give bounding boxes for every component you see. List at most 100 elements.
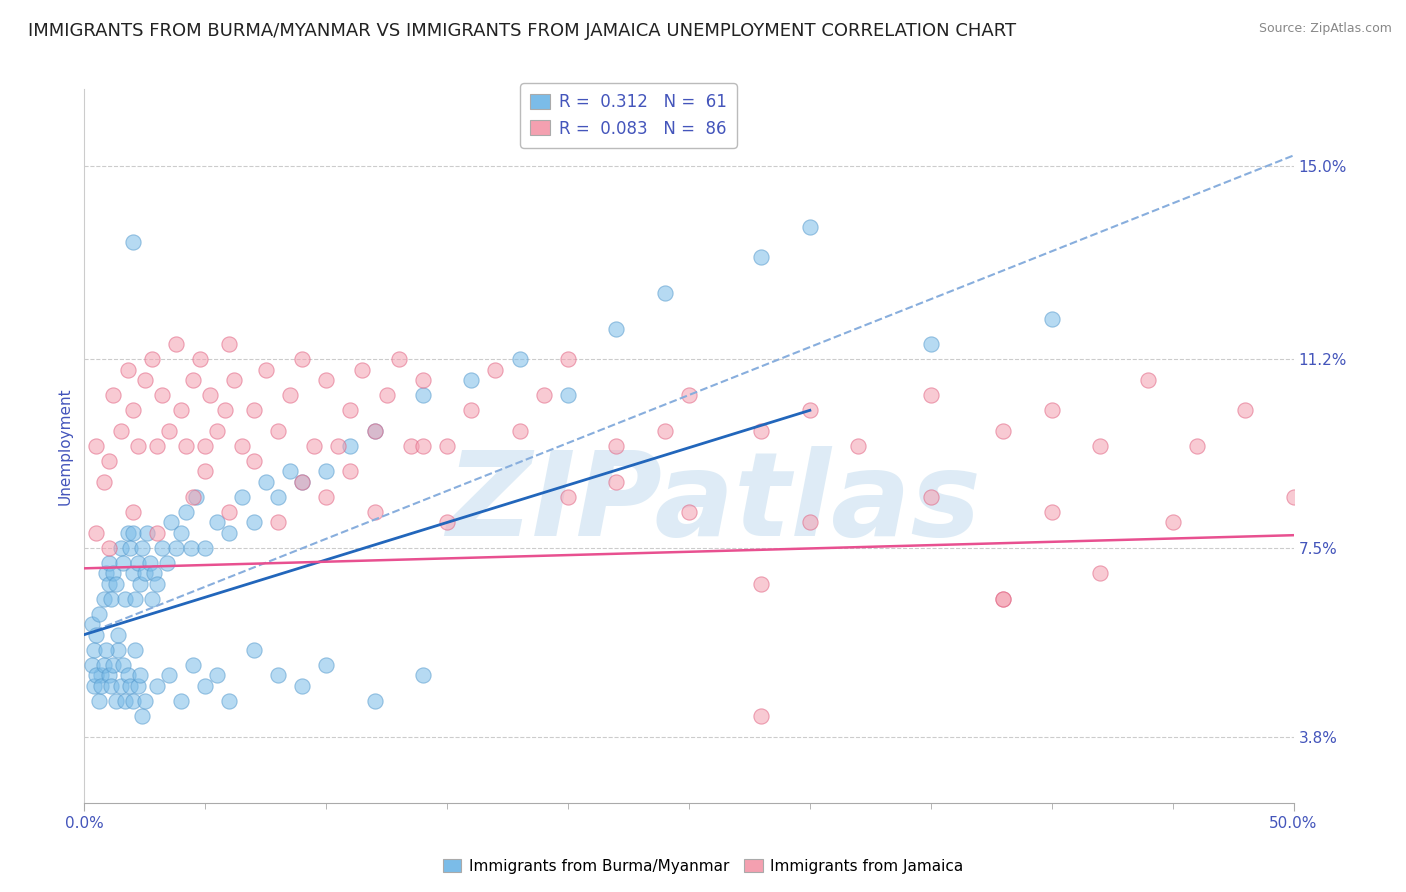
Point — [83, 643, 105, 657]
Point — [509, 352, 531, 367]
Point — [97, 454, 120, 468]
Point — [198, 388, 221, 402]
Point — [112, 556, 135, 570]
Point — [315, 658, 337, 673]
Point — [1137, 373, 1160, 387]
Point — [557, 388, 579, 402]
Point — [993, 591, 1015, 606]
Point — [121, 235, 143, 249]
Point — [190, 352, 212, 367]
Point — [121, 525, 143, 540]
Point — [375, 388, 398, 402]
Point — [157, 424, 180, 438]
Point — [124, 643, 146, 657]
Point — [124, 591, 146, 606]
Point — [170, 525, 193, 540]
Point — [129, 668, 152, 682]
Point — [146, 439, 169, 453]
Point — [654, 424, 676, 438]
Point — [157, 668, 180, 682]
Point — [1040, 403, 1063, 417]
Point — [242, 403, 264, 417]
Point — [920, 490, 942, 504]
Point — [93, 658, 115, 673]
Point — [114, 694, 136, 708]
Point — [194, 541, 217, 555]
Point — [90, 668, 112, 682]
Point — [121, 505, 143, 519]
Point — [846, 439, 869, 453]
Point — [509, 424, 531, 438]
Point — [80, 658, 103, 673]
Point — [1234, 403, 1257, 417]
Point — [97, 668, 120, 682]
Point — [291, 352, 314, 367]
Point — [214, 403, 236, 417]
Point — [460, 403, 482, 417]
Point — [388, 352, 411, 367]
Point — [94, 566, 117, 581]
Point — [86, 668, 108, 682]
Point — [141, 352, 163, 367]
Point — [146, 679, 169, 693]
Point — [484, 362, 506, 376]
Point — [799, 403, 821, 417]
Point — [174, 505, 197, 519]
Point — [170, 403, 193, 417]
Point — [134, 566, 156, 581]
Point — [174, 439, 197, 453]
Point — [278, 388, 301, 402]
Point — [291, 679, 314, 693]
Point — [291, 475, 314, 489]
Point — [460, 373, 482, 387]
Point — [218, 337, 240, 351]
Point — [315, 490, 337, 504]
Point — [184, 490, 207, 504]
Point — [920, 388, 942, 402]
Point — [412, 388, 434, 402]
Point — [218, 505, 240, 519]
Point — [363, 424, 385, 438]
Point — [90, 679, 112, 693]
Point — [1088, 566, 1111, 581]
Point — [207, 424, 229, 438]
Point — [181, 658, 204, 673]
Point — [150, 541, 173, 555]
Point — [328, 439, 350, 453]
Point — [993, 424, 1015, 438]
Point — [83, 679, 105, 693]
Point — [339, 403, 361, 417]
Point — [155, 556, 177, 570]
Point — [267, 668, 290, 682]
Point — [194, 679, 217, 693]
Point — [103, 388, 125, 402]
Point — [799, 219, 821, 234]
Point — [278, 465, 301, 479]
Point — [120, 679, 142, 693]
Point — [315, 373, 337, 387]
Point — [114, 591, 136, 606]
Point — [117, 362, 139, 376]
Point — [363, 424, 385, 438]
Point — [1161, 516, 1184, 530]
Point — [170, 694, 193, 708]
Point — [557, 352, 579, 367]
Point — [134, 373, 156, 387]
Point — [207, 516, 229, 530]
Point — [254, 475, 277, 489]
Point — [97, 556, 120, 570]
Point — [97, 576, 120, 591]
Point — [131, 709, 153, 723]
Point — [86, 439, 108, 453]
Point — [267, 490, 290, 504]
Point — [86, 525, 108, 540]
Point — [412, 439, 434, 453]
Point — [412, 668, 434, 682]
Point — [654, 286, 676, 301]
Point — [97, 541, 120, 555]
Text: IMMIGRANTS FROM BURMA/MYANMAR VS IMMIGRANTS FROM JAMAICA UNEMPLOYMENT CORRELATIO: IMMIGRANTS FROM BURMA/MYANMAR VS IMMIGRA… — [28, 22, 1017, 40]
Point — [160, 516, 183, 530]
Point — [181, 490, 204, 504]
Point — [107, 643, 129, 657]
Point — [121, 566, 143, 581]
